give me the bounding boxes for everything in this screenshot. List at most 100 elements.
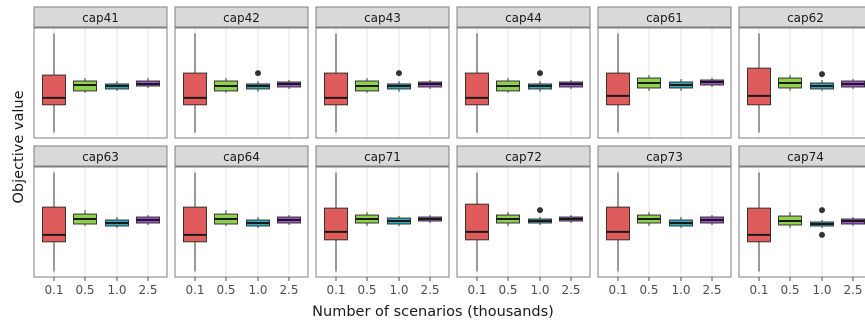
x-tick-label: 0.5 — [498, 283, 517, 297]
box-0.5 — [778, 212, 802, 228]
x-tick-label: 2.5 — [420, 283, 439, 297]
box-0.1 — [606, 172, 630, 272]
facet-strip — [456, 6, 591, 28]
x-tick-label: 0.5 — [357, 283, 376, 297]
box-1.0 — [105, 81, 129, 91]
box-1.0 — [669, 217, 693, 228]
box-0.1 — [42, 172, 66, 272]
box-0.1 — [465, 33, 489, 133]
box-0.1 — [747, 172, 771, 272]
box-2.5 — [418, 215, 442, 223]
facet-label: cap71 — [364, 150, 401, 164]
panel-cap63: cap63 0.1 0.5 1.0 2.5 — [33, 145, 168, 297]
box-1.0 — [246, 70, 270, 92]
x-axis-title: Number of scenarios (thousands) — [312, 304, 554, 320]
x-tick-label: 0.1 — [467, 283, 486, 297]
box-2.5 — [559, 215, 583, 223]
box-0.5 — [73, 78, 97, 93]
x-tick-label: 0.1 — [608, 283, 627, 297]
facet-label: cap72 — [505, 150, 542, 164]
box-2.5 — [700, 215, 724, 225]
x-tick-label: 0.5 — [216, 283, 235, 297]
x-tick-label: 0.1 — [185, 283, 204, 297]
facet-label: cap61 — [646, 11, 683, 25]
panel-cap73: cap73 0.1 0.5 1.0 2.5 — [597, 145, 732, 297]
box-0.5 — [73, 210, 97, 226]
box-1.0 — [387, 70, 411, 92]
panel-cap64: cap64 0.1 0.5 1.0 2.5 — [174, 145, 309, 297]
facet-label: cap43 — [364, 11, 401, 25]
facet-label: cap62 — [787, 11, 824, 25]
box-0.5 — [214, 210, 238, 226]
panel-cap42: cap42 — [174, 6, 309, 139]
outlier-point — [819, 71, 825, 78]
box-body — [606, 72, 630, 106]
box-0.5 — [355, 212, 379, 226]
x-tick-label: 0.1 — [749, 283, 768, 297]
box-body — [324, 72, 348, 106]
panel-cap71: cap71 0.1 0.5 1.0 2.5 — [315, 145, 450, 297]
facet-label: cap44 — [505, 11, 542, 25]
box-2.5 — [277, 80, 301, 89]
box-body — [324, 207, 348, 241]
x-tick-label: 0.5 — [639, 283, 658, 297]
x-tick-label: 1.0 — [671, 283, 690, 297]
box-1.0 — [246, 217, 270, 228]
facet-strip — [738, 6, 865, 28]
box-1.0 — [810, 71, 834, 91]
box-body — [606, 206, 630, 241]
panel-cap43: cap43 — [315, 6, 450, 139]
outlier-point — [819, 231, 825, 238]
y-axis-title: Objective value — [11, 90, 27, 203]
facet-strip — [33, 145, 168, 167]
x-tick-label: 0.1 — [326, 283, 345, 297]
panel-cap72: cap72 0.1 0.5 1.0 2.5 — [456, 145, 591, 297]
box-body — [42, 206, 66, 243]
panel-cap41: cap41 — [33, 6, 168, 139]
x-tick-label: 1.0 — [248, 283, 267, 297]
facet-strip — [174, 6, 309, 28]
x-tick-label: 1.0 — [812, 283, 831, 297]
facet-strip — [597, 145, 732, 167]
box-1.0 — [528, 70, 552, 92]
box-body — [747, 67, 771, 106]
panel-cap74: cap74 0.1 0.5 1.0 2.5 — [738, 145, 865, 297]
facet-strip — [315, 6, 450, 28]
facet-strip — [738, 145, 865, 167]
box-0.5 — [637, 75, 661, 91]
box-body — [183, 72, 207, 106]
facet-label: cap64 — [223, 150, 260, 164]
facet-label: cap42 — [223, 11, 260, 25]
box-0.5 — [637, 212, 661, 226]
outlier-point — [537, 70, 543, 77]
box-0.1 — [183, 172, 207, 272]
facet-label: cap74 — [787, 150, 824, 164]
box-body — [42, 74, 66, 106]
facet-label: cap73 — [646, 150, 683, 164]
x-tick-label: 2.5 — [279, 283, 298, 297]
box-2.5 — [418, 80, 442, 89]
box-2.5 — [700, 78, 724, 87]
box-2.5 — [277, 215, 301, 225]
panel-cap44: cap44 — [456, 6, 591, 139]
outlier-point — [396, 70, 402, 77]
box-0.1 — [324, 33, 348, 133]
box-body — [183, 206, 207, 243]
box-1.0 — [528, 207, 552, 225]
box-0.5 — [496, 78, 520, 93]
box-0.1 — [183, 33, 207, 133]
x-tick-label: 0.5 — [75, 283, 94, 297]
box-2.5 — [841, 79, 865, 89]
box-2.5 — [136, 78, 160, 88]
facet-strip — [456, 145, 591, 167]
box-0.5 — [355, 78, 379, 93]
x-tick-label: 2.5 — [138, 283, 157, 297]
outlier-point — [537, 207, 543, 214]
x-tick-label: 1.0 — [107, 283, 126, 297]
box-1.0 — [387, 216, 411, 226]
x-tick-label: 0.5 — [780, 283, 799, 297]
facet-panels: cap41 cap42 cap43 cap44 cap61 cap62 cap63 0.1 0.… — [33, 6, 865, 297]
facet-label: cap41 — [82, 11, 119, 25]
x-tick-label: 0.1 — [44, 283, 63, 297]
